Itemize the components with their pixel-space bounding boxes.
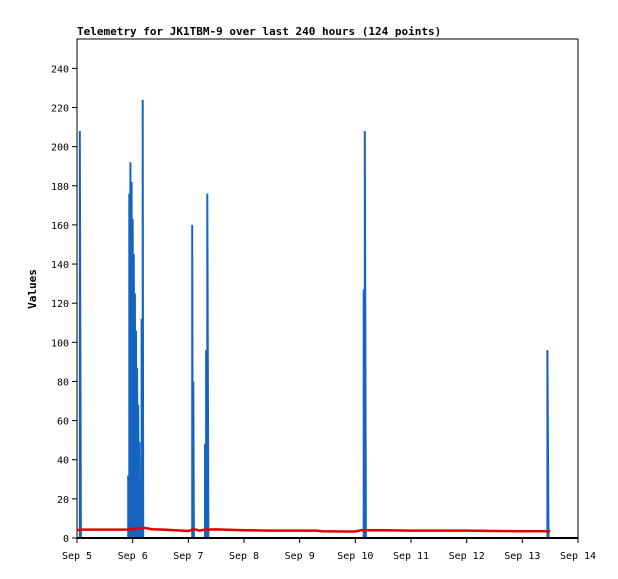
x-tick-label: Sep 9 xyxy=(285,551,315,562)
plot-area xyxy=(76,38,579,539)
x-tick-label: Sep 11 xyxy=(393,551,429,562)
y-tick-label: 140 xyxy=(51,260,69,271)
y-axis-label: Values xyxy=(26,269,39,309)
y-axis: 0 20 40 60 80 100 120 140 160 180 200 220 240 xyxy=(51,64,77,545)
x-tick-label: Sep 13 xyxy=(504,551,540,562)
y-tick-label: 220 xyxy=(51,103,69,114)
plot-frame xyxy=(76,38,579,539)
y-tick-label: 240 xyxy=(51,64,69,75)
x-tick-label: Sep 5 xyxy=(62,551,92,562)
y-tick-label: 100 xyxy=(51,338,69,349)
x-tick-label: Sep 6 xyxy=(118,551,148,562)
x-tick-label: Sep 14 xyxy=(560,551,596,562)
series-1-line xyxy=(78,99,550,539)
y-tick-label: 0 xyxy=(63,534,69,545)
x-tick-label: Sep 8 xyxy=(229,551,259,562)
chart-title: Telemetry for JK1TBM-9 over last 240 hou… xyxy=(77,25,441,38)
x-tick-label: Sep 10 xyxy=(337,551,373,562)
x-tick-label: Sep 7 xyxy=(173,551,203,562)
y-tick-label: 200 xyxy=(51,143,69,154)
y-tick-label: 120 xyxy=(51,299,69,310)
y-tick-label: 60 xyxy=(57,417,69,428)
x-axis: Sep 5 Sep 6 Sep 7 Sep 8 Sep 9 Sep 10 Sep 11 Sep… xyxy=(62,538,596,562)
x-tick-label: Sep 12 xyxy=(449,551,485,562)
y-tick-label: 180 xyxy=(51,182,69,193)
y-tick-label: 160 xyxy=(51,221,69,232)
series-2-line xyxy=(76,526,551,533)
y-tick-label: 40 xyxy=(57,456,69,467)
y-tick-label: 80 xyxy=(57,377,69,388)
y-tick-label: 20 xyxy=(57,495,69,506)
